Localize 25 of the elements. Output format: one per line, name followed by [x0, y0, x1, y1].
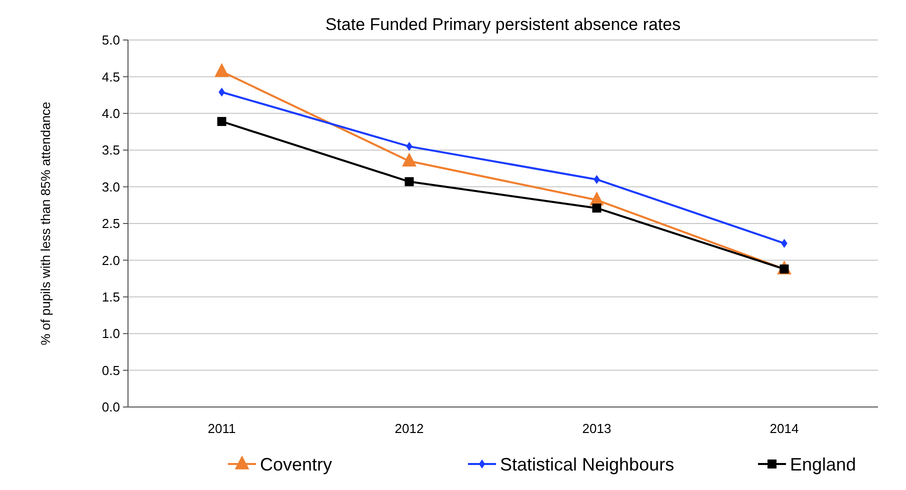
x-tick-label: 2011 [208, 421, 236, 436]
point [592, 204, 602, 213]
y-tick-label: 5.0 [102, 32, 120, 48]
point [402, 152, 416, 167]
y-tick-label: 0.0 [102, 400, 120, 415]
point [404, 177, 414, 186]
x-tick-label: 2014 [770, 421, 799, 436]
x-tick-label: 2013 [582, 421, 612, 436]
y-axis-title: % of pupils with less than 85% attendance [38, 102, 53, 346]
legend-label: England [790, 454, 856, 474]
y-tick-label: 2.5 [102, 216, 120, 232]
legend-label: Coventry [260, 454, 332, 474]
point [214, 63, 229, 77]
y-tick-label: 2.0 [102, 252, 120, 268]
y-tick-label: 1.0 [102, 326, 120, 342]
x-tick-label: 2012 [394, 421, 424, 436]
y-tick-label: 4.0 [102, 106, 120, 121]
y-tick-label: 3.5 [102, 142, 120, 158]
y-tick-label: 4.5 [102, 69, 120, 84]
y-tick-label: 3.0 [102, 179, 120, 194]
y-tick-label: 0.5 [102, 362, 120, 378]
legend-label: Statistical Neighbours [500, 454, 674, 474]
point [217, 116, 226, 126]
chart-title: State Funded Primary persistent absence rates [325, 15, 681, 34]
y-tick-label: 1.5 [102, 289, 120, 304]
